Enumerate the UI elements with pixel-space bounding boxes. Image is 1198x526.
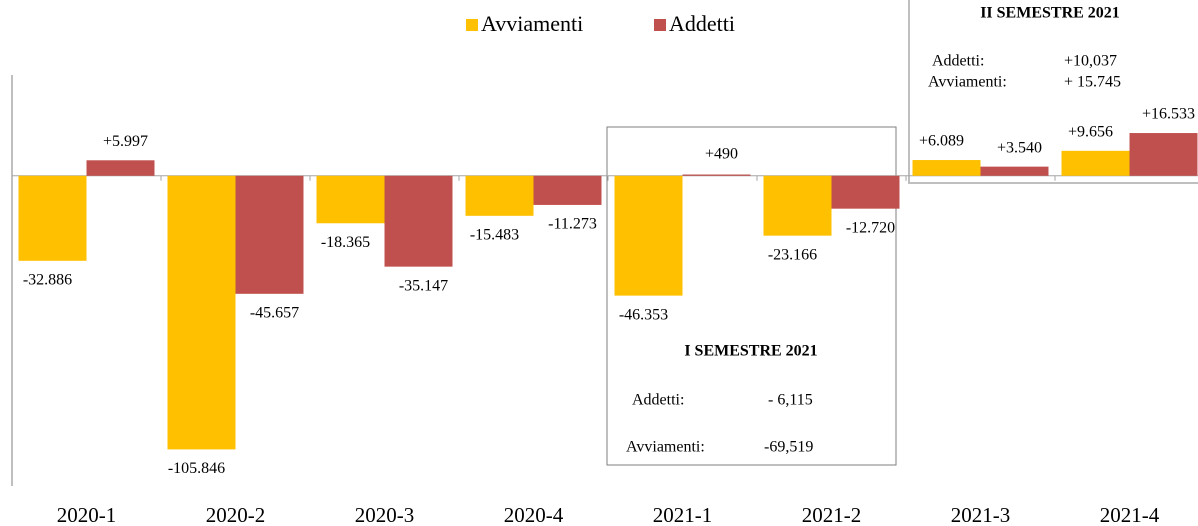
box-value: + 15.745	[1064, 74, 1121, 91]
box-label: Avviamenti:	[928, 74, 1007, 91]
value-label: -11.273	[548, 216, 597, 233]
legend-label: Addetti	[669, 11, 735, 36]
legend-swatch	[466, 19, 478, 31]
bar	[912, 160, 981, 176]
x-tick-label: 2021-4	[1100, 503, 1160, 526]
x-tick-label: 2021-3	[951, 503, 1011, 526]
box-label: Avviamenti:	[626, 439, 705, 456]
box-value: +10,037	[1064, 53, 1117, 70]
bar	[1129, 133, 1198, 176]
value-label: +9.656	[1068, 123, 1113, 140]
x-tick-label: 2020-3	[355, 503, 415, 526]
value-label: -12.720	[846, 219, 895, 236]
bar	[235, 175, 304, 294]
bar	[167, 175, 236, 450]
value-label: +16.533	[1142, 106, 1195, 123]
bar	[763, 175, 832, 236]
box-label: Addetti:	[632, 392, 684, 409]
value-label: -46.353	[619, 306, 668, 323]
legend-label: Avviamenti	[481, 11, 583, 36]
semester-box	[908, 0, 1198, 184]
box-value: - 6,115	[768, 392, 813, 409]
value-label: +6.089	[919, 133, 964, 150]
value-label: -105.846	[168, 460, 225, 477]
value-label: -23.166	[768, 246, 817, 263]
box-title: II SEMESTRE 2021	[980, 5, 1120, 22]
bar	[316, 175, 385, 224]
value-label: -35.147	[399, 277, 448, 294]
x-tick-label: 2020-1	[57, 503, 117, 526]
value-label: +5.997	[103, 133, 148, 150]
box-title: I SEMESTRE 2021	[684, 343, 817, 360]
bar	[86, 160, 155, 176]
bar	[18, 175, 87, 261]
semester-box	[606, 126, 897, 466]
bar	[533, 175, 602, 205]
value-label: -32.886	[23, 271, 72, 288]
value-label: -15.483	[470, 226, 519, 243]
bar	[682, 174, 751, 176]
value-label: +3.540	[997, 139, 1042, 156]
x-tick-label: 2020-4	[504, 503, 564, 526]
value-label: -18.365	[321, 234, 370, 251]
x-tick-label: 2021-2	[802, 503, 862, 526]
bar	[384, 175, 453, 267]
bar	[465, 175, 534, 216]
box-label: Addetti:	[932, 53, 984, 70]
bar	[1061, 150, 1130, 176]
bar	[980, 166, 1049, 176]
x-tick-label: 2021-1	[653, 503, 713, 526]
bar	[831, 175, 900, 209]
value-label: +490	[705, 146, 738, 163]
bar	[614, 175, 683, 296]
legend-swatch	[654, 19, 666, 31]
box-value: -69,519	[764, 439, 813, 456]
x-tick-label: 2020-2	[206, 503, 266, 526]
value-label: -45.657	[250, 304, 299, 321]
